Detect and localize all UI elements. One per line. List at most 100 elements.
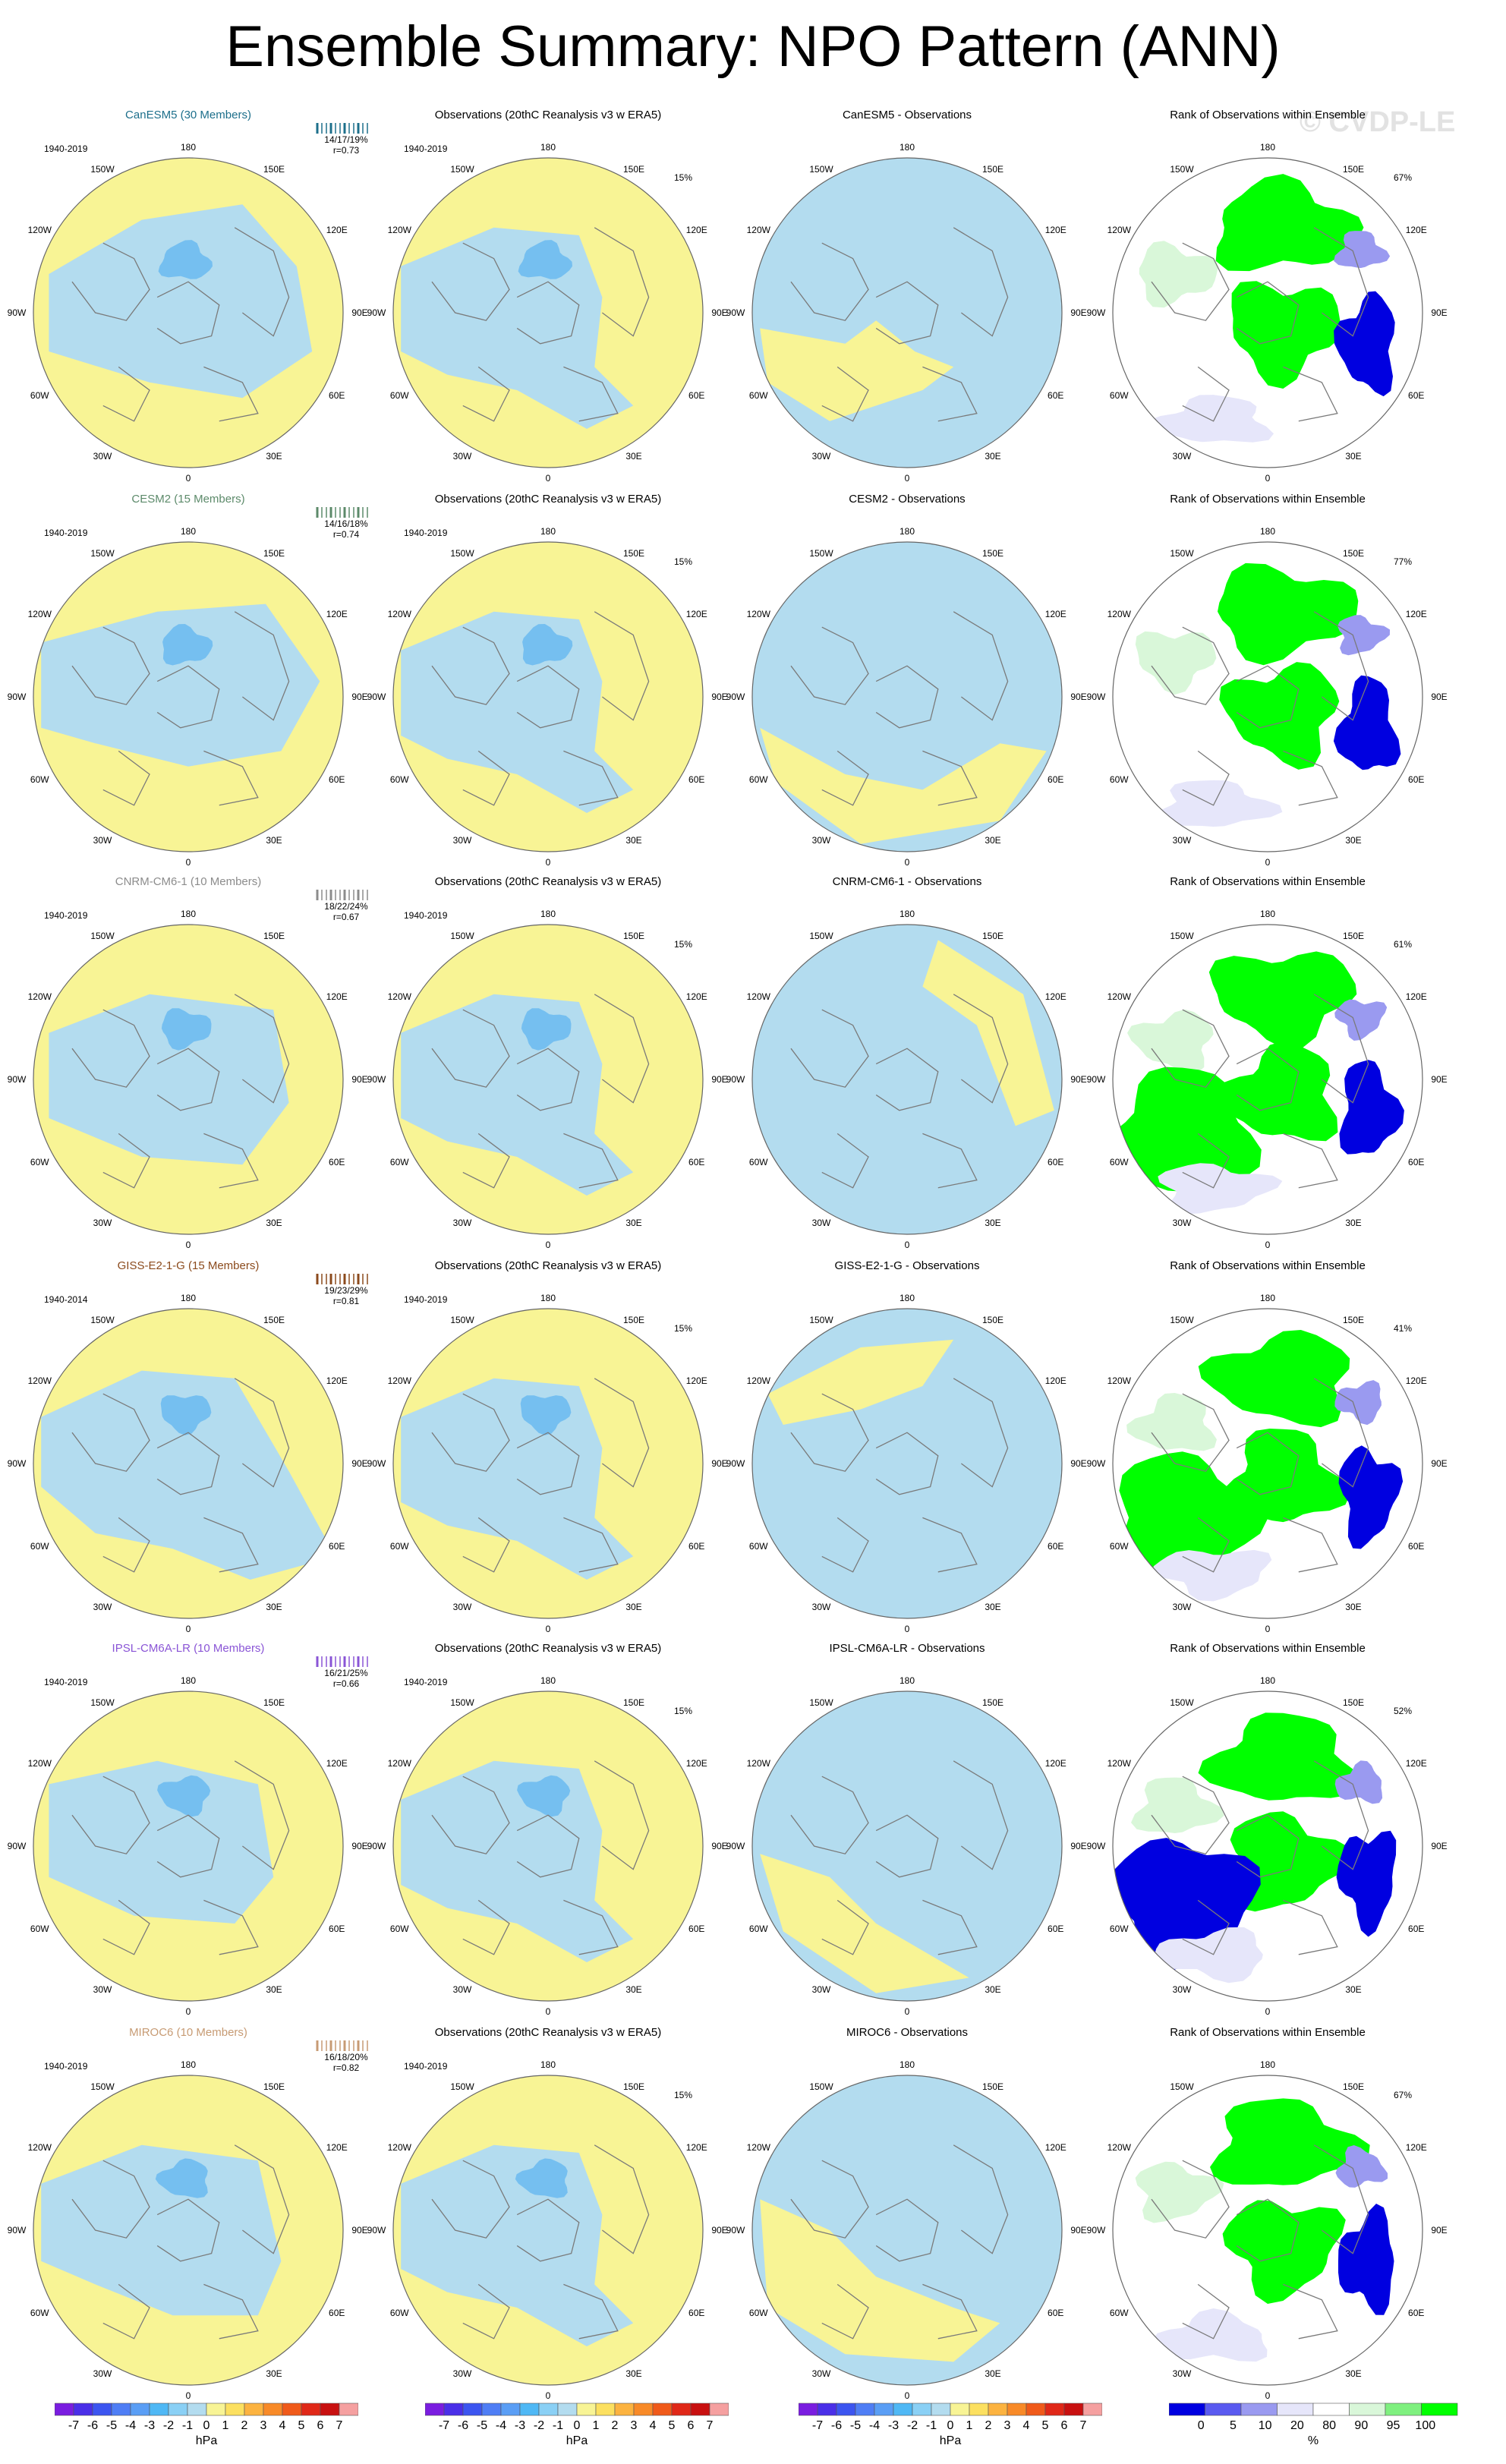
longitude-label: 150W	[450, 548, 474, 559]
colorbar-swatch	[301, 2403, 321, 2416]
rank-pct: 61%	[1394, 939, 1412, 950]
longitude-label: 0	[546, 2390, 551, 2401]
coastline	[821, 366, 869, 422]
longitude-label: 120W	[28, 2142, 52, 2153]
negative-anomaly-fill	[41, 2144, 282, 2316]
longitude-label: 150E	[263, 1697, 285, 1708]
longitude-label: 150E	[982, 931, 1003, 941]
map-border	[751, 1308, 1063, 1619]
longitude-label: 90E	[711, 1458, 727, 1469]
coastline	[71, 626, 150, 705]
colorbar-swatch	[73, 2403, 93, 2416]
rank-mid-region	[1135, 631, 1217, 695]
longitude-label: 120E	[1045, 609, 1066, 619]
longitude-label: 180	[181, 909, 196, 919]
longitude-label: 180	[540, 909, 556, 919]
coastline	[234, 2144, 290, 2254]
longitude-label: 30E	[985, 451, 1000, 462]
longitude-label: 90W	[1087, 307, 1106, 318]
longitude-label: 60E	[688, 774, 704, 785]
rank-low-region	[1338, 2204, 1394, 2315]
colorbar-swatch	[1240, 2403, 1278, 2416]
longitude-label: 60W	[1110, 390, 1129, 401]
colorbar-tick-label: 90	[1354, 2419, 1368, 2432]
coastline	[594, 227, 650, 337]
longitude-label: 30E	[1345, 1602, 1361, 1612]
longitude-label: 180	[900, 1675, 915, 1686]
coastline	[462, 2283, 510, 2340]
longitude-label: 180	[900, 526, 915, 537]
longitude-label: 60W	[1110, 774, 1129, 785]
colorbar-swatch	[988, 2403, 1008, 2416]
watermark: © CVDP-LE	[1300, 106, 1456, 138]
colorbar-tick-label: 1	[222, 2419, 229, 2432]
coastline	[1182, 1517, 1230, 1573]
rank-high-region	[1218, 562, 1359, 666]
obs-title: Observations (20thC Reanalysis v3 w ERA5…	[435, 2026, 661, 2039]
rank-high-region	[1198, 1330, 1350, 1428]
longitude-label: 0	[186, 857, 191, 868]
longitude-label: 60E	[1408, 1541, 1424, 1552]
colorbar-tick-label: 3	[1004, 2419, 1011, 2432]
coastline	[922, 2283, 978, 2340]
longitude-label: 180	[540, 2059, 556, 2070]
colorbar-tick-label: 4	[650, 2419, 657, 2432]
longitude-label: 0	[186, 2006, 191, 2017]
longitude-label: 90W	[8, 1458, 27, 1469]
longitude-label: 30E	[1345, 2368, 1361, 2379]
coastline	[821, 1517, 869, 1573]
model-title: IPSL-CM6A-LR (10 Members)	[112, 1642, 265, 1655]
coastline	[875, 1432, 939, 1495]
longitude-label: 90E	[1431, 307, 1447, 318]
map-panel: 180 150E 120E 90E 60E 30E 0 30W 60W 90W 120W 150W Ob…	[367, 875, 728, 1250]
positive-anomaly-fill	[767, 1339, 954, 1425]
difference-title: MIROC6 - Observations	[846, 2026, 968, 2039]
longitude-label: 150E	[263, 164, 285, 175]
longitude-label: 30W	[453, 2368, 472, 2379]
longitude-label: 30W	[93, 1984, 112, 1995]
colorbar-swatch	[187, 2403, 207, 2416]
longitude-label: 120E	[326, 225, 348, 235]
longitude-label: 30E	[625, 835, 641, 846]
coastline	[156, 1048, 220, 1111]
colorbar-hpa-1: -7 -6 -5 -4 -3 -2 -1 0 1 2 3 4 5 6 7 hPa	[55, 2403, 358, 2447]
coastline	[1182, 1133, 1230, 1189]
coastline	[234, 994, 290, 1104]
longitude-label: 90W	[1087, 692, 1106, 702]
longitude-label: 180	[540, 526, 556, 537]
longitude-label: 0	[905, 1240, 910, 1250]
coastline	[821, 1899, 869, 1955]
longitude-label: 0	[546, 1624, 551, 1634]
colorbar-tick-label: 2	[612, 2419, 619, 2432]
longitude-label: 30W	[453, 451, 472, 462]
coastline	[1151, 1009, 1230, 1088]
coastline	[462, 1517, 510, 1573]
longitude-label: 90E	[1070, 1458, 1086, 1469]
rank-lowmid-region	[1334, 999, 1388, 1041]
colorbar-tick-label: 7	[707, 2419, 714, 2432]
coastline	[953, 1378, 1009, 1488]
longitude-label: 30E	[1345, 1218, 1361, 1228]
longitude-label: 30W	[1173, 451, 1192, 462]
longitude-label: 90E	[1431, 1458, 1447, 1469]
coastline	[875, 2198, 939, 2262]
map-fill	[33, 1691, 343, 2001]
colorbar-tick-label: 5	[1230, 2419, 1237, 2432]
longitude-label: 180	[181, 142, 196, 153]
obs-years: 1940-2019	[404, 1677, 448, 1687]
map-fill	[33, 1309, 343, 1618]
longitude-label: 90W	[367, 1458, 386, 1469]
coastline	[203, 1133, 259, 1189]
longitude-label: 90W	[8, 692, 27, 702]
rank-low-region	[1334, 291, 1395, 397]
longitude-label: 30W	[93, 1602, 112, 1612]
coastline	[203, 1899, 259, 1955]
pct-variance: 16/21/25%	[324, 1668, 368, 1678]
map-panel: 180 150E 120E 90E 60E 30E 0 30W 60W 90W 120W 150W Ob…	[367, 1642, 728, 2017]
map-fill	[752, 542, 1062, 852]
rank-low-region	[1338, 1445, 1404, 1549]
coastline	[431, 1776, 510, 1854]
coastline	[563, 1133, 619, 1189]
longitude-label: 150E	[623, 1315, 644, 1325]
colorbar-hpa-2: -7 -6 -5 -4 -3 -2 -1 0 1 2 3 4 5 6 7 hPa	[425, 2403, 729, 2447]
